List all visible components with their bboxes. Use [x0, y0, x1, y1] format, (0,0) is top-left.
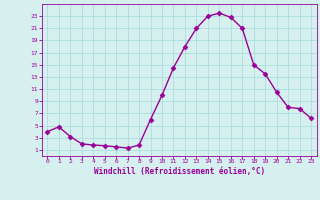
X-axis label: Windchill (Refroidissement éolien,°C): Windchill (Refroidissement éolien,°C) — [94, 167, 265, 176]
